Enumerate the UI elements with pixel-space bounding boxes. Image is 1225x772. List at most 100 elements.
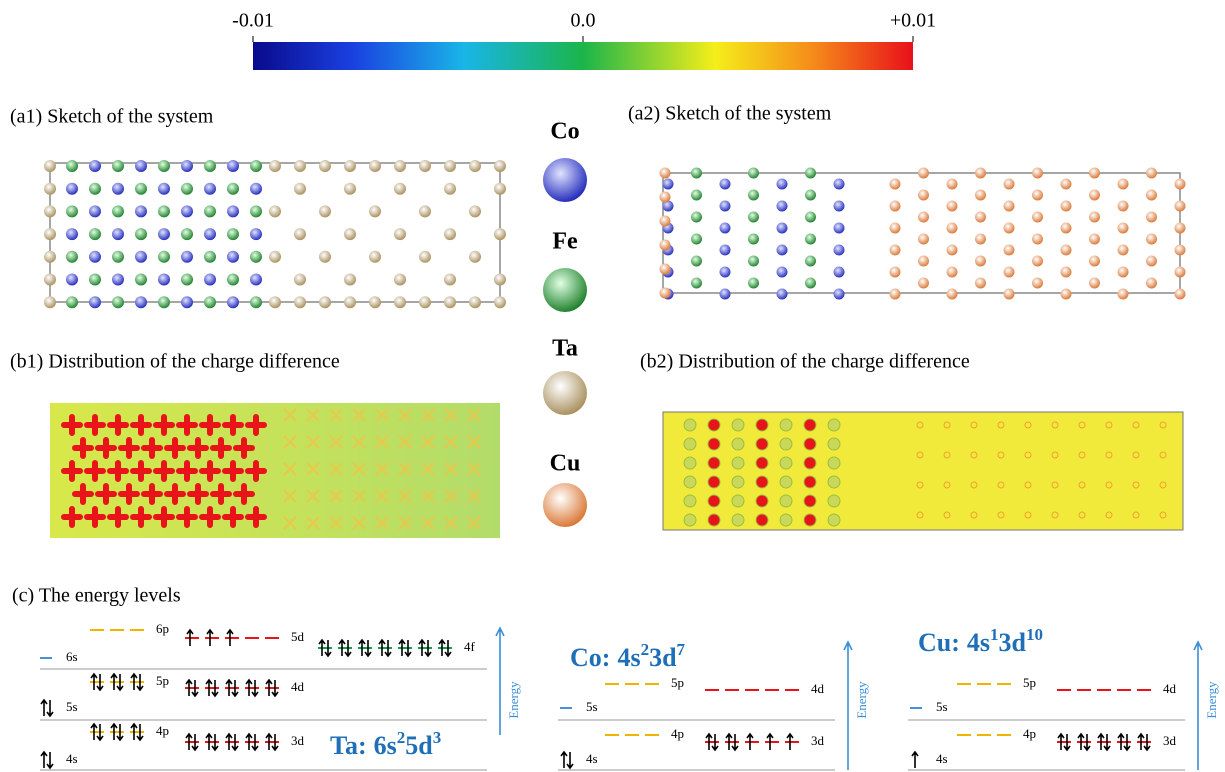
atom — [344, 274, 356, 286]
atom — [691, 256, 702, 267]
atom — [135, 274, 147, 286]
charge-lobe — [828, 457, 840, 469]
atom — [269, 251, 281, 263]
atom — [250, 228, 262, 240]
atom — [250, 274, 262, 286]
charge-lobe — [828, 476, 840, 488]
atom — [947, 267, 958, 278]
atom — [394, 274, 406, 286]
axis-label: Energy — [506, 681, 521, 719]
atom — [947, 289, 958, 300]
legend-label: Fe — [552, 229, 578, 255]
charge-lobe — [828, 438, 840, 450]
level-label: 4d — [291, 679, 305, 694]
legend-label: Ta — [552, 336, 578, 362]
tick-label: -0.01 — [232, 10, 274, 32]
atom — [494, 183, 506, 195]
atom — [181, 274, 193, 286]
atom — [135, 160, 147, 172]
atom — [1118, 179, 1129, 190]
atom — [890, 201, 901, 212]
colorbar — [253, 42, 913, 70]
charge-lobe — [804, 514, 816, 526]
atom — [890, 267, 901, 278]
atom — [319, 296, 331, 308]
charge-lobe — [780, 495, 792, 507]
level-label: 4d — [811, 681, 825, 696]
energy-diagram: Energy5p4d5s4p3d4sCu:4s13d10 — [908, 625, 1219, 770]
atom — [66, 296, 78, 308]
atom — [720, 289, 731, 300]
atom — [135, 228, 147, 240]
atom — [947, 179, 958, 190]
atom — [181, 160, 193, 172]
atom — [158, 228, 170, 240]
panel-title: (a1) Sketch of the system — [10, 106, 214, 128]
atom — [66, 160, 78, 172]
atom — [227, 183, 239, 195]
atom — [135, 183, 147, 195]
atom — [1146, 190, 1157, 201]
atom — [1089, 212, 1100, 223]
orbital-term: 4s — [967, 628, 990, 657]
energy-level: 3d — [185, 733, 305, 750]
atom — [227, 205, 239, 217]
orbital-term: 6s — [374, 731, 397, 760]
energy-level: 4f — [318, 639, 476, 656]
energy-level: 4d — [185, 679, 305, 696]
atom — [158, 296, 170, 308]
level-label: 4f — [464, 639, 476, 654]
formula: Ta:6s25d3 — [330, 728, 441, 760]
level-label: 5s — [586, 699, 598, 714]
atom — [44, 296, 56, 308]
atom — [89, 183, 101, 195]
atom — [204, 228, 216, 240]
atom — [1089, 278, 1100, 289]
atom — [805, 212, 816, 223]
atom — [250, 296, 262, 308]
atom — [89, 274, 101, 286]
atom — [419, 296, 431, 308]
atom — [691, 190, 702, 201]
atom — [1061, 179, 1072, 190]
atom — [1118, 201, 1129, 212]
charge-lobe — [708, 476, 720, 488]
atom — [204, 183, 216, 195]
atom — [469, 160, 481, 172]
energy-level: 6p — [90, 621, 169, 636]
atom — [1175, 223, 1186, 234]
atom — [918, 234, 929, 245]
panel-title: (b1) Distribution of the charge differen… — [10, 351, 340, 373]
energy-level: 4d — [1057, 681, 1177, 696]
atom — [158, 183, 170, 195]
charge-lobe — [756, 457, 768, 469]
atom — [1032, 234, 1043, 245]
atom — [890, 289, 901, 300]
atom — [494, 160, 506, 172]
atom — [660, 168, 671, 179]
atom — [66, 205, 78, 217]
energy-level: 4s — [912, 751, 948, 768]
atom — [1004, 179, 1015, 190]
atom — [204, 296, 216, 308]
atom — [89, 160, 101, 172]
atom — [1146, 278, 1157, 289]
energy-level: 5p — [957, 675, 1036, 690]
charge-lobe — [780, 514, 792, 526]
atom — [1175, 245, 1186, 256]
charge-lobe — [684, 495, 696, 507]
atom — [975, 168, 986, 179]
atom — [89, 228, 101, 240]
atom — [748, 168, 759, 179]
level-label: 3d — [811, 733, 825, 748]
atom — [66, 274, 78, 286]
energy-level: 4d — [705, 681, 825, 696]
energy-level: 5d — [185, 629, 305, 646]
charge-lobe — [804, 419, 816, 431]
atom — [748, 234, 759, 245]
atom — [1175, 179, 1186, 190]
atom — [419, 205, 431, 217]
charge-lobe — [684, 457, 696, 469]
atom — [1118, 289, 1129, 300]
legend-atom — [543, 268, 587, 312]
